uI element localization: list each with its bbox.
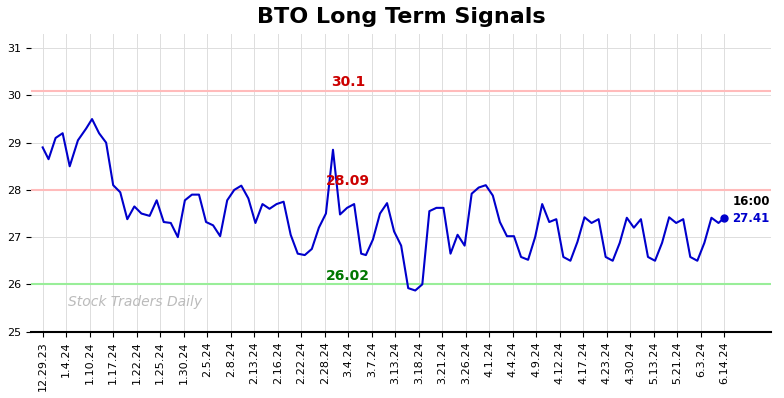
Text: 28.09: 28.09 bbox=[326, 174, 370, 188]
Title: BTO Long Term Signals: BTO Long Term Signals bbox=[257, 7, 546, 27]
Text: 16:00: 16:00 bbox=[732, 195, 770, 207]
Text: 30.1: 30.1 bbox=[331, 75, 365, 89]
Text: 27.41: 27.41 bbox=[732, 212, 770, 224]
Text: 26.02: 26.02 bbox=[326, 269, 370, 283]
Text: Stock Traders Daily: Stock Traders Daily bbox=[68, 295, 202, 309]
